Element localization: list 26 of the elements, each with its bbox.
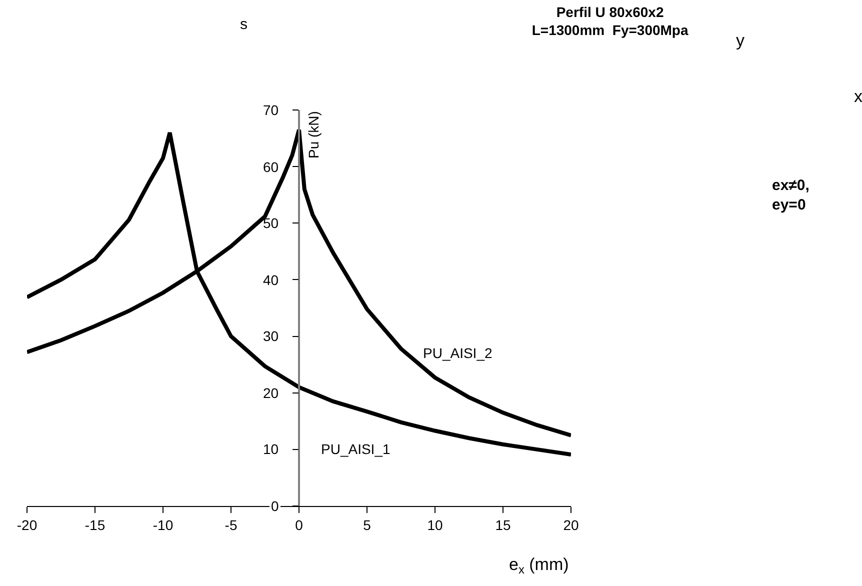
text: ex≠0, ey=0 xyxy=(772,177,810,214)
x-tick-label: -10 xyxy=(152,516,174,533)
x-tick-label: -15 xyxy=(84,516,106,533)
y-tick-label: 60 xyxy=(263,159,279,175)
x-tick-label: 15 xyxy=(495,516,511,533)
series-label: PU_AISI_2 xyxy=(423,345,492,361)
y-axis-title: Pu (kN) xyxy=(306,111,322,158)
x-tick-label: -20 xyxy=(16,516,38,533)
x-tick-label: 20 xyxy=(563,516,579,533)
text: s xyxy=(240,16,248,33)
text: y xyxy=(736,31,745,50)
y-tick-label: 40 xyxy=(263,272,279,288)
x-axis-title: e$_{x}$ (mm) xyxy=(509,555,569,577)
y-tick-label: 20 xyxy=(263,385,279,401)
y-tick-label: 10 xyxy=(263,441,279,457)
series-label: PU_AISI_1 xyxy=(321,441,390,457)
y-tick-label: 30 xyxy=(263,328,279,344)
x-tick-label: -5 xyxy=(224,516,238,533)
x-tick-label: 10 xyxy=(427,516,443,533)
y-tick-label: 0 xyxy=(271,498,279,514)
x-tick-label: 0 xyxy=(295,516,304,533)
x-tick-label: 5 xyxy=(363,516,372,533)
y-tick-label: 70 xyxy=(263,102,279,118)
text: Perfil U 80x60x2 L=1300mm Fy=300Mpa xyxy=(532,4,688,38)
text: x xyxy=(854,87,862,106)
y-tick-label: 50 xyxy=(263,215,279,231)
